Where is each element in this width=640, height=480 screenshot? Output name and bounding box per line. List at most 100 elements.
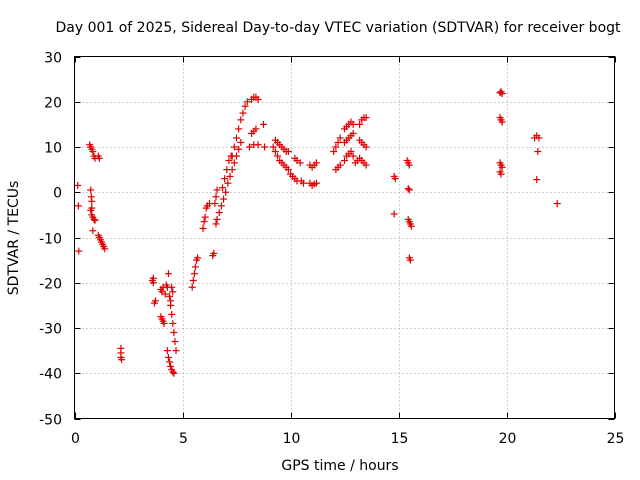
plot-frame [74, 56, 615, 419]
data-point [239, 109, 247, 117]
data-point [299, 179, 307, 187]
data-point [362, 143, 370, 151]
data-point [217, 202, 225, 210]
y-tick-label: -10 [39, 232, 62, 248]
data-point [407, 222, 415, 230]
data-point [200, 218, 208, 226]
data-point [252, 125, 260, 133]
data-point [390, 210, 398, 218]
x-tick-label: 15 [391, 431, 409, 447]
data-point [164, 353, 172, 361]
data-point [228, 152, 236, 160]
data-point [74, 181, 82, 189]
y-tick-label: -20 [39, 277, 62, 293]
data-point [261, 143, 269, 151]
data-point [260, 120, 267, 128]
data-point [211, 200, 219, 208]
data-point [90, 215, 98, 223]
data-point [161, 290, 169, 298]
data-point [362, 161, 370, 169]
data-point [347, 148, 355, 156]
data-point [167, 301, 175, 309]
data-point [222, 188, 230, 196]
data-point [188, 283, 196, 291]
data-point [91, 216, 99, 224]
data-point [170, 369, 178, 377]
data-point [534, 148, 542, 156]
data-point [191, 263, 199, 271]
data-point [118, 356, 126, 364]
data-point [406, 256, 414, 264]
data-point [312, 179, 320, 187]
data-point [194, 254, 202, 262]
data-point [169, 368, 177, 376]
y-tick-label: -40 [39, 367, 62, 383]
data-point [210, 249, 218, 257]
x-tick-labels: 0 5 10 15 20 25 [71, 431, 624, 447]
data-point [405, 161, 413, 169]
data-point [226, 172, 234, 180]
data-point [166, 292, 174, 300]
data-point [498, 118, 506, 126]
data-point [218, 184, 226, 192]
data-point [341, 157, 348, 165]
data-point [221, 175, 229, 183]
x-tick-label: 20 [499, 431, 517, 447]
data-point [220, 195, 228, 203]
data-point [88, 204, 96, 212]
data-point [243, 98, 251, 106]
data-point [168, 310, 176, 318]
x-axis-title: GPS time / hours [281, 458, 398, 474]
x-tick-label: 5 [179, 431, 188, 447]
tick-layer [74, 56, 616, 420]
data-point [190, 270, 198, 278]
data-point [152, 297, 159, 305]
y-tick-label: 20 [44, 96, 62, 112]
data-point [349, 120, 357, 128]
data-point [169, 319, 177, 327]
data-point [213, 215, 221, 223]
y-tick-label: 0 [53, 186, 62, 202]
data-point [228, 166, 236, 174]
data-point [349, 129, 357, 137]
data-point [163, 347, 171, 355]
data-point [169, 288, 177, 296]
data-point [254, 95, 262, 103]
data-point [336, 161, 344, 169]
data-point [101, 245, 109, 253]
data-point [213, 186, 221, 194]
data-point [212, 220, 220, 228]
data-point [250, 141, 258, 149]
chart-title: Day 001 of 2025, Sidereal Day-to-day VTE… [55, 20, 621, 36]
data-point [405, 186, 413, 194]
y-tick-label: 10 [44, 141, 62, 157]
x-tick-label: 10 [283, 431, 301, 447]
x-tick-label: 25 [607, 431, 625, 447]
data-point [189, 276, 197, 284]
grid-layer [74, 56, 615, 419]
data-point [235, 125, 243, 133]
data-point [296, 159, 304, 167]
y-tick-label: -50 [39, 413, 62, 429]
data-point [164, 270, 172, 278]
y-tick-labels: -50 -40 -30 -20 -10 0 10 20 30 [39, 51, 62, 429]
data-point [74, 202, 82, 210]
data-point [199, 224, 207, 232]
data-point [336, 134, 344, 142]
data-point [168, 283, 176, 291]
data-point [271, 148, 279, 156]
data-point [332, 143, 340, 151]
data-point [233, 134, 240, 142]
data-point [237, 138, 245, 146]
data-point [201, 213, 209, 221]
data-point [356, 120, 364, 128]
data-point [362, 114, 370, 122]
data-point [391, 175, 399, 183]
data-point [497, 88, 505, 96]
y-tick-label: -30 [39, 322, 62, 338]
data-point [535, 134, 543, 142]
data-point [170, 329, 178, 337]
data-point [171, 338, 179, 346]
data-points [74, 88, 561, 377]
